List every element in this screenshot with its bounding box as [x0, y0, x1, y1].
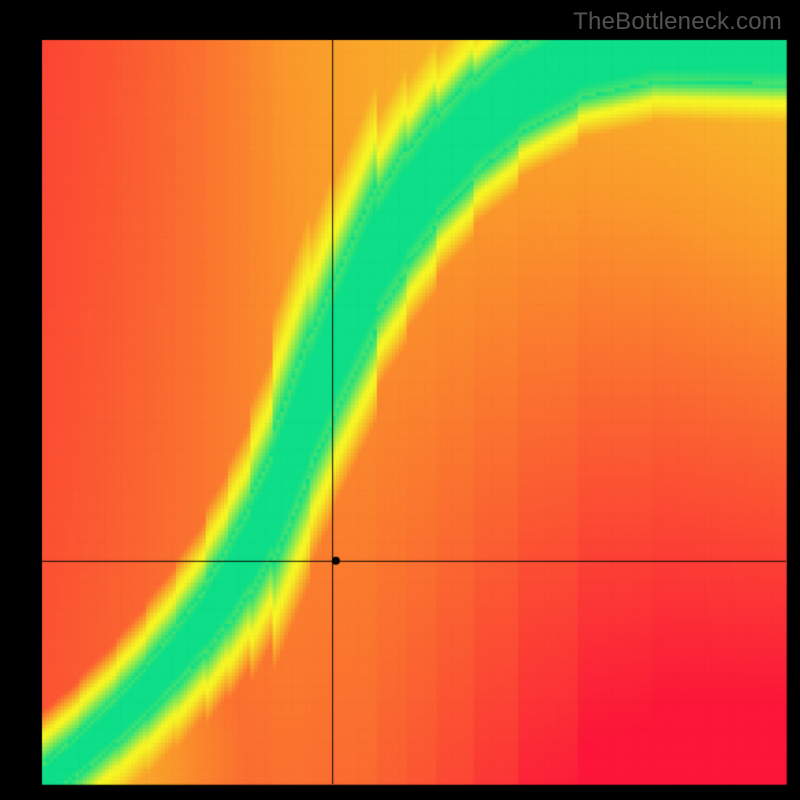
watermark-text: TheBottleneck.com [573, 8, 782, 36]
bottleneck-heatmap: TheBottleneck.com [0, 0, 800, 800]
heatmap-canvas [0, 0, 800, 800]
